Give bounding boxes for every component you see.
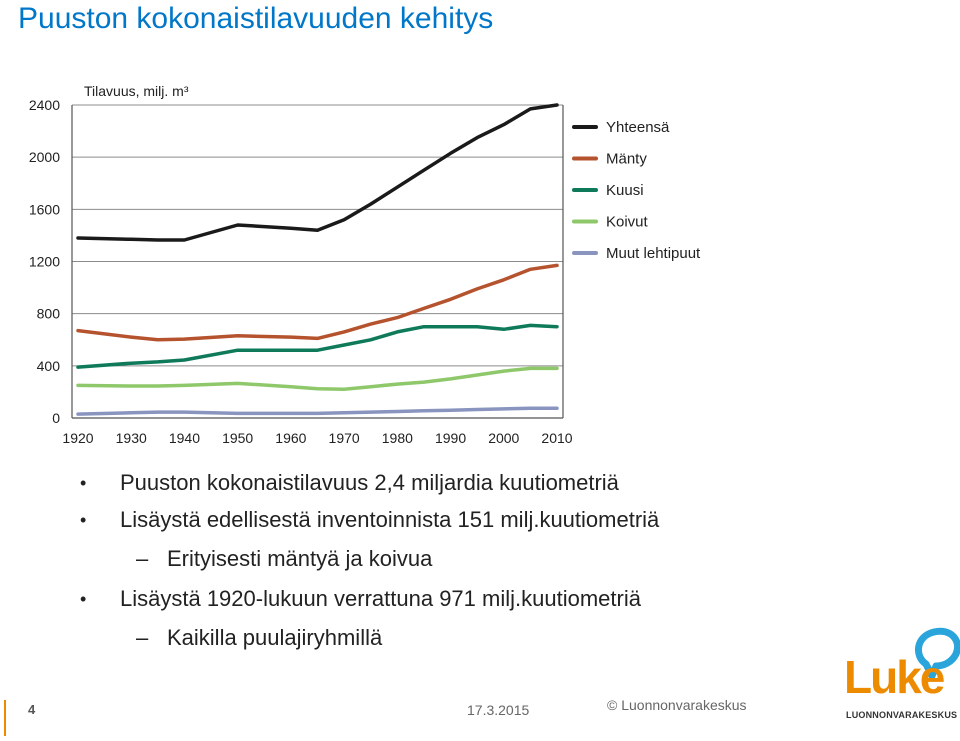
legend-label: Mänty: [606, 151, 647, 168]
series-line: [76, 263, 559, 342]
y-tick-label: 800: [37, 306, 61, 322]
x-tick-labels: 1920 1930 1940 1950 1960 1970 1980 1990 2000 2010: [62, 430, 572, 446]
x-tick-label: 1980: [382, 430, 413, 446]
dash-icon: –: [136, 625, 149, 650]
y-tick-labels: 0 400 800 1200 1600 2000 2400: [29, 97, 60, 426]
x-tick-label: 2010: [541, 430, 572, 446]
series-line: [76, 323, 559, 369]
series-line: [76, 366, 559, 392]
legend-label: Muut lehtipuut: [606, 245, 701, 262]
bullet-text: Lisäystä edellisestä inventoinnista 151 …: [120, 507, 660, 532]
bullet-icon: •: [80, 473, 87, 493]
bullet-text: Lisäystä 1920-lukuun verrattuna 971 milj…: [120, 586, 641, 611]
footer-accent-bar: [4, 700, 6, 736]
x-tick-label: 1970: [329, 430, 360, 446]
bullet-text: Kaikilla puulajiryhmillä: [167, 625, 383, 650]
chart-legend: Yhteensä Mänty Kuusi Koivut Muut lehtipuut: [572, 119, 701, 262]
series-line: [76, 406, 559, 416]
luke-logo: Luke LUONNONVARAKESKUS: [840, 626, 960, 722]
footer-date: 17.3.2015: [467, 702, 530, 718]
logo-wordmark: Luke: [844, 651, 945, 703]
bullet-text: Erityisesti mäntyä ja koivua: [167, 546, 433, 571]
legend-label: Yhteensä: [606, 119, 670, 136]
speech-bubble-icon: [915, 627, 960, 680]
logo-subtitle: LUONNONVARAKESKUS: [846, 710, 958, 720]
x-tick-label: 1930: [116, 430, 147, 446]
chart-series: [76, 103, 559, 416]
legend-label: Kuusi: [606, 182, 644, 199]
x-tick-label: 1940: [169, 430, 200, 446]
chart-axes: [71, 105, 564, 419]
x-tick-label: 2000: [488, 430, 519, 446]
y-tick-label: 2400: [29, 97, 60, 113]
y-tick-label: 1600: [29, 201, 60, 217]
y-tick-label: 0: [52, 410, 60, 426]
y-tick-label: 1200: [29, 254, 60, 270]
bullet-text: Puuston kokonaistilavuus 2,4 miljardia k…: [120, 470, 619, 495]
x-tick-label: 1920: [62, 430, 93, 446]
footer-copyright: © Luonnonvarakeskus: [607, 697, 747, 713]
x-tick-label: 1990: [435, 430, 466, 446]
y-axis-label: Tilavuus, milj. m³: [84, 83, 189, 99]
y-tick-label: 2000: [29, 149, 60, 165]
volume-line-chart: 0 400 800 1200 1600 2000 2400 1920 1930 1940 1950…: [29, 83, 701, 446]
bullet-icon: •: [80, 510, 87, 530]
dash-icon: –: [136, 546, 149, 571]
y-tick-label: 400: [37, 358, 61, 374]
x-tick-label: 1950: [222, 430, 253, 446]
chart-grid: [72, 104, 563, 367]
slide-title: Puuston kokonaistilavuuden kehitys: [18, 2, 494, 35]
legend-label: Koivut: [606, 214, 649, 231]
series-line: [76, 103, 559, 242]
bullet-icon: •: [80, 589, 87, 609]
x-tick-label: 1960: [275, 430, 306, 446]
page-number: 4: [28, 702, 36, 717]
